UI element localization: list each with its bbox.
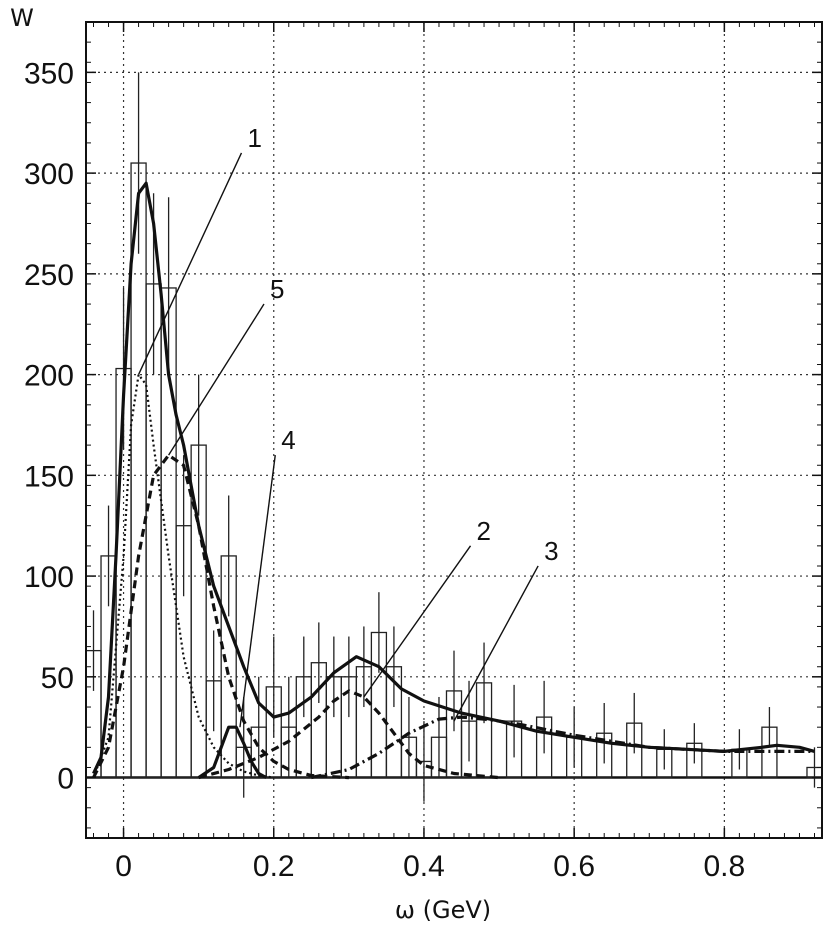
annotation-leader [363,545,472,698]
curve-3 [310,715,815,780]
annotation-label-2: 2 [477,516,491,546]
annotation-label-1: 1 [247,123,261,153]
y-tick-label: 0 [57,763,74,796]
curve-4 [197,725,267,780]
x-tick-label: 0.4 [403,850,445,883]
histogram [85,72,823,802]
x-tick-label: 0 [115,850,132,883]
annotation-label-4: 4 [281,425,295,455]
y-tick-label: 300 [24,158,74,191]
ticks: 0 0.2 0.4 0.6 0.8 0 50 100 150 200 250 300 350 [24,21,822,883]
curves [92,181,815,780]
y-tick-label: 350 [24,57,74,90]
annotation-leader [239,455,276,728]
x-tick-label: 0.2 [253,850,295,883]
curve-5 [92,453,349,780]
annotation-leader [168,303,265,456]
annotation-leader [453,565,539,722]
y-tick-label: 50 [41,662,74,695]
annotation-leader [137,152,243,375]
y-axis-title: W [10,4,34,32]
annotation-label-5: 5 [270,274,284,304]
x-tick-label: 0.6 [553,850,595,883]
y-tick-label: 150 [24,460,74,493]
x-axis-title: ω (GeV) [395,896,491,924]
x-tick-label: 0.8 [704,850,746,883]
y-tick-label: 200 [24,360,74,393]
y-tick-label: 100 [24,561,74,594]
annotation-label-3: 3 [544,536,558,566]
y-tick-label: 250 [24,259,74,292]
annotations: 1 5 4 2 3 [137,123,559,728]
curve-2 [198,689,500,780]
